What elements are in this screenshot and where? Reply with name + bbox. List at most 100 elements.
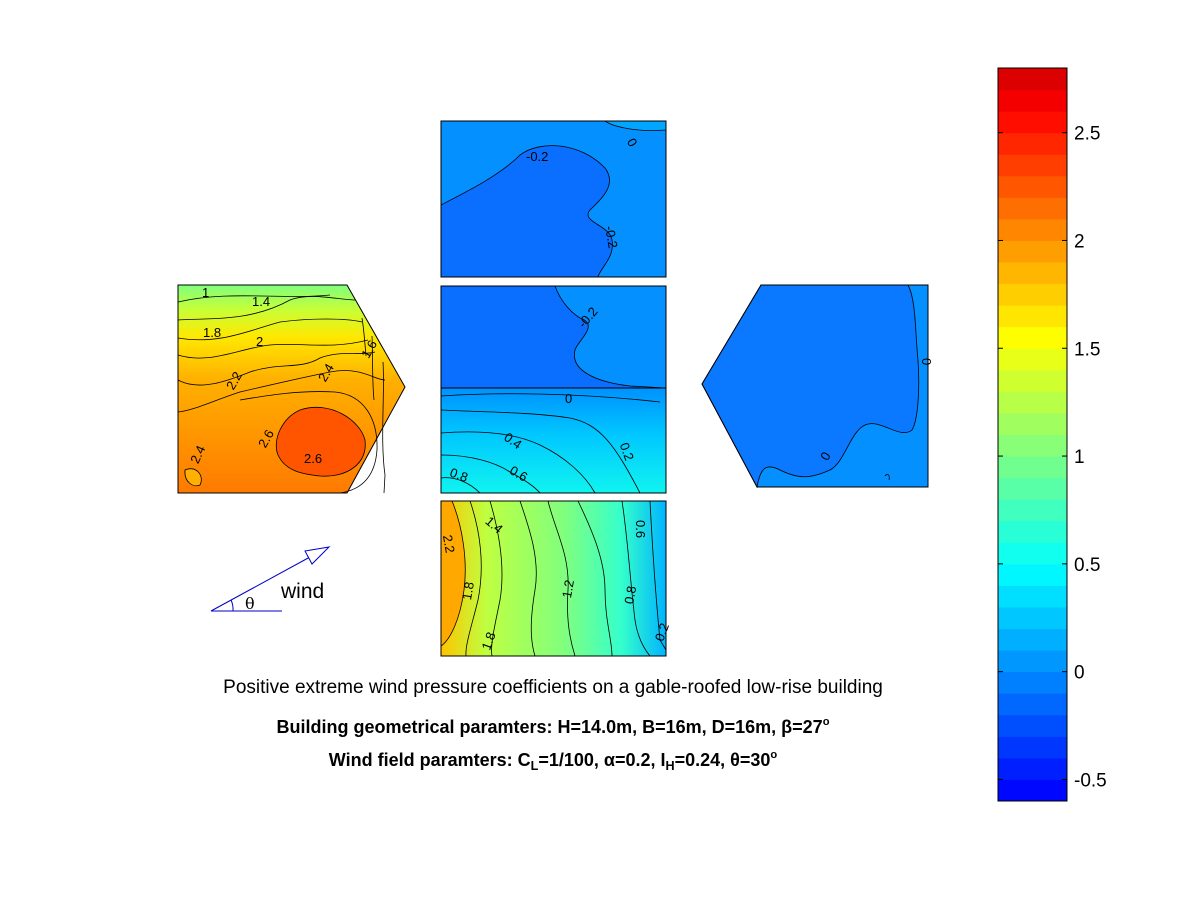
contour-region-2.6 — [275, 406, 366, 477]
colorbar-tick-label: 2 — [1074, 231, 1085, 252]
wind-indicator: θ wind — [210, 546, 331, 613]
colorbar-band — [998, 650, 1067, 673]
colorbar-band — [998, 369, 1067, 392]
colorbar-band — [998, 434, 1067, 457]
colorbar-band — [998, 585, 1067, 608]
panel-windward-roof: 0 0.4 0.2 0.8 0.6 — [440, 387, 667, 494]
colorbar-band — [998, 111, 1067, 134]
contour-label: 0 — [565, 391, 572, 406]
colorbar-band — [998, 218, 1067, 241]
contour-label: 2.2 — [440, 534, 458, 554]
contour-region-2.6-outer — [239, 391, 378, 494]
contour-label: 0.2 — [652, 621, 672, 643]
colorbar-band — [998, 563, 1067, 586]
contour-region-2.2 — [440, 500, 466, 647]
colorbar-band — [998, 412, 1067, 435]
colorbar-band — [998, 197, 1067, 220]
colorbar-band — [998, 520, 1067, 543]
contour-line — [177, 296, 356, 321]
colorbar-band — [998, 779, 1067, 802]
contour-label: 1.8 — [459, 581, 477, 601]
colorbar-band — [998, 68, 1067, 91]
colorbar-band — [998, 456, 1067, 479]
wind-direction-shaft — [210, 556, 311, 612]
colorbar-band — [998, 89, 1067, 112]
panel-windward-side-wall: 2.2 1.4 1.8 1.2 0.8 0.6 1.8 0.2 — [440, 500, 672, 657]
wind-angle-symbol: θ — [245, 594, 255, 613]
contour-line — [184, 468, 202, 487]
wind-field-parameters: Wind field paramters: CL=1/100, α=0.2, I… — [328, 749, 778, 773]
panel-upper-side-outline — [440, 120, 667, 278]
geometry-parameters: Building geometrical paramters: H=14.0m,… — [276, 716, 830, 737]
contour-line — [884, 473, 890, 481]
contour-label: 1.8 — [203, 325, 221, 340]
colorbar-band — [998, 391, 1067, 414]
contour-line — [382, 361, 386, 494]
contour-line — [177, 370, 386, 413]
colorbar-band — [998, 154, 1067, 177]
contour-label: -0.2 — [602, 225, 621, 250]
colorbar-band — [998, 326, 1067, 349]
colorbar-band — [998, 348, 1067, 371]
contour-line — [440, 393, 661, 403]
colorbar-band — [998, 262, 1067, 285]
contour-line — [519, 500, 537, 657]
panel-windward-side-outline — [440, 500, 667, 657]
contour-line — [440, 454, 541, 494]
contour-label: 2.6 — [304, 451, 322, 466]
contour-line — [577, 500, 613, 657]
colorbar-band — [998, 175, 1067, 198]
colorbar-frame — [997, 67, 1068, 802]
contour-label: 1.2 — [559, 579, 577, 599]
colorbar-band — [998, 628, 1067, 651]
wind-label: wind — [280, 580, 324, 603]
contour-line — [649, 500, 667, 651]
colorbar-band — [998, 240, 1067, 263]
contour-line — [177, 318, 363, 341]
contour-label: 0 — [919, 358, 934, 365]
colorbar-band — [998, 606, 1067, 630]
contour-label: 0.6 — [633, 520, 648, 538]
contour-line — [489, 500, 503, 657]
colorbar-band — [998, 477, 1067, 500]
contour-line — [177, 339, 369, 359]
panel-windward-roof-outline — [440, 387, 667, 494]
colorbar-band — [998, 542, 1067, 565]
colorbar-tick-label: -0.5 — [1074, 770, 1107, 791]
colorbar-tick-label: 0.5 — [1074, 555, 1100, 576]
colorbar-tick-label: 2.5 — [1074, 124, 1100, 145]
figure-title: Positive extreme wind pressure coefficie… — [223, 677, 883, 698]
contour-line — [440, 409, 641, 494]
colorbar-band — [998, 693, 1067, 716]
contour-line — [440, 431, 596, 494]
colorbar-band — [998, 671, 1067, 694]
contour-line — [177, 351, 376, 386]
contour-region-0 — [440, 120, 667, 278]
colorbar-band — [998, 736, 1067, 759]
contour-line — [621, 500, 651, 657]
contour-label: 2.4 — [187, 443, 208, 466]
contour-line — [440, 477, 481, 494]
panel-upper-side-wall: -0.2 0 -0.2 — [440, 120, 667, 278]
contour-line — [361, 317, 367, 357]
colorbar-tick-label: 1.5 — [1074, 339, 1100, 360]
panel-right-gable-wall: 0 0 — [701, 284, 934, 489]
contour-line — [371, 335, 375, 401]
contour-label: 0.8 — [621, 585, 639, 605]
contour-label: -0.2 — [526, 149, 548, 164]
contour-region-0 — [554, 285, 667, 389]
colorbar-band — [998, 714, 1067, 737]
contour-label: 1 — [202, 285, 209, 300]
colorbar: -0.5 0 0.5 1 1.5 2 2.5 — [997, 67, 1107, 802]
panel-left-gable-wall: 1 1.4 1.8 2 2.2 2.4 1.6 2.4 2.6 2.6 — [177, 284, 406, 494]
colorbar-tick-label: 0 — [1074, 663, 1085, 684]
angle-arc-icon — [230, 599, 234, 612]
panel-leeward-roof: -0.2 — [440, 285, 667, 389]
wind-arrow-icon — [304, 546, 331, 565]
contour-label: 2 — [256, 334, 263, 349]
colorbar-band — [998, 283, 1067, 306]
colorbar-band — [998, 499, 1067, 522]
colorbar-band — [998, 132, 1067, 155]
colorbar-tick-label: 1 — [1074, 447, 1085, 468]
